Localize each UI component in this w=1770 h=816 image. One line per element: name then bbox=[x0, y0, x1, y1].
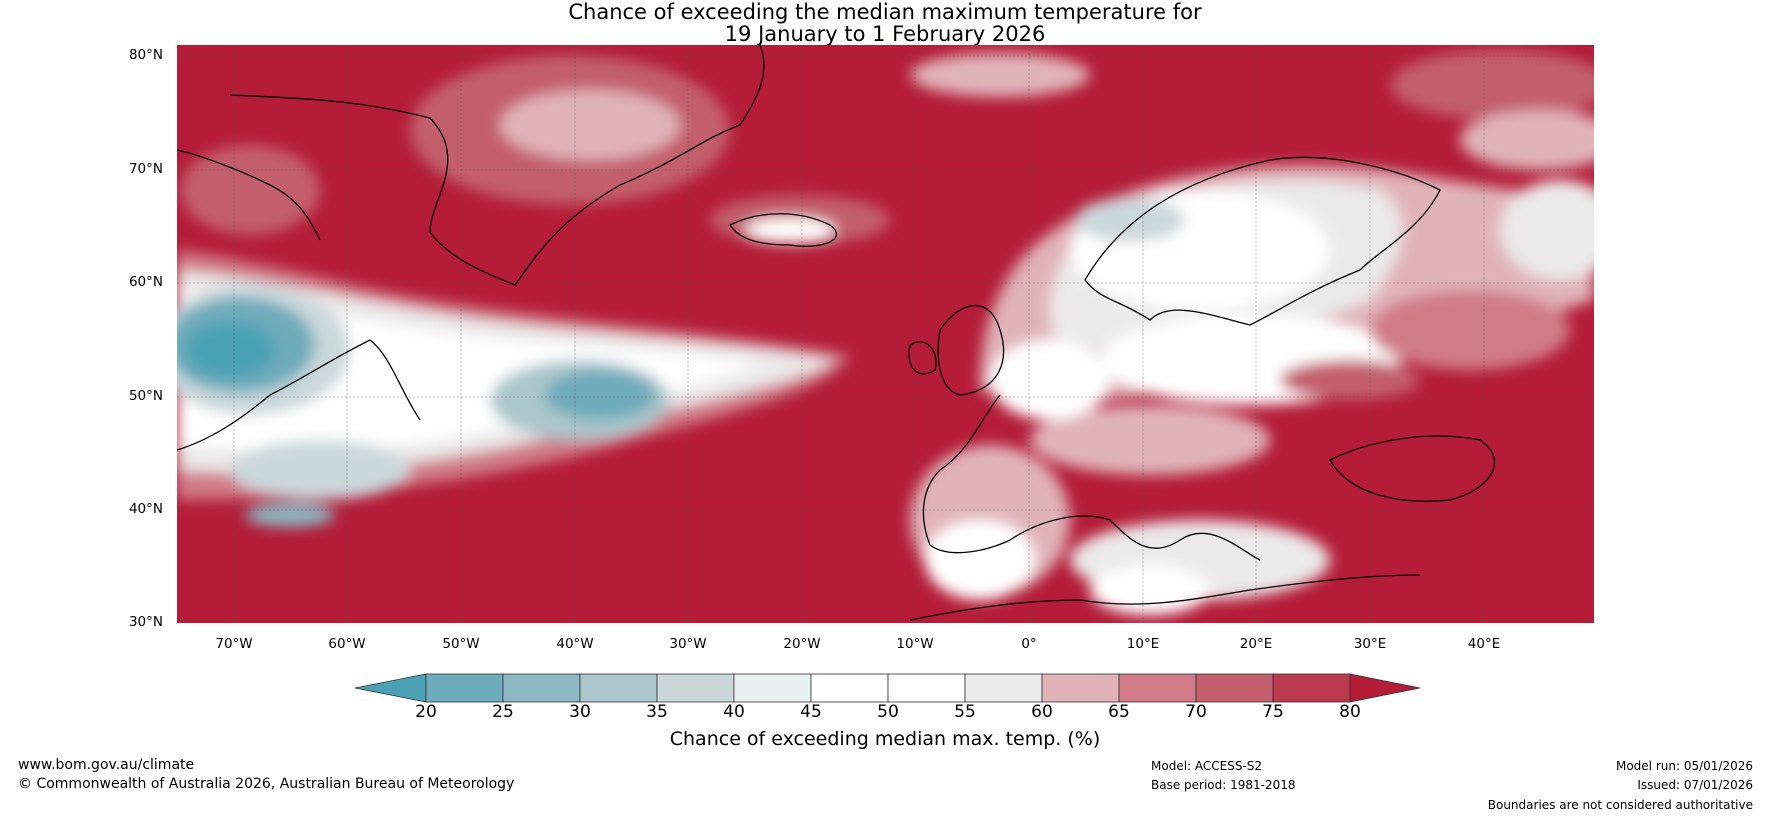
great-britain-coast bbox=[937, 305, 1005, 396]
colorbar-tick-50: 50 bbox=[877, 702, 899, 722]
lon-label-0: 0° bbox=[1021, 636, 1037, 652]
colorbar-bin-70 bbox=[1195, 673, 1274, 703]
lon-label-20w: 20°W bbox=[783, 636, 821, 652]
colorbar-bin-65 bbox=[1118, 673, 1197, 703]
colorbar-bin-60 bbox=[1041, 673, 1120, 703]
lat-label-70n: 70°N bbox=[128, 161, 163, 177]
probability-field bbox=[177, 45, 1594, 623]
colorbar-tick-60: 60 bbox=[1031, 702, 1053, 722]
colorbar-tick-65: 65 bbox=[1108, 702, 1130, 722]
colorbar-tick-55: 55 bbox=[954, 702, 976, 722]
lon-label-50w: 50°W bbox=[442, 636, 480, 652]
lon-label-60w: 60°W bbox=[328, 636, 366, 652]
colorbar-bin-75 bbox=[1272, 673, 1351, 703]
ireland-coast bbox=[908, 341, 937, 375]
greenland-coast bbox=[229, 45, 765, 286]
lon-label-10w: 10°W bbox=[896, 636, 934, 652]
footer-issued: Issued: 07/01/2026 bbox=[1637, 778, 1753, 792]
lon-label-40w: 40°W bbox=[556, 636, 594, 652]
footer-base-period: Base period: 1981-2018 bbox=[1151, 778, 1296, 792]
lat-label-40n: 40°N bbox=[128, 501, 163, 517]
colorbar-tick-40: 40 bbox=[723, 702, 745, 722]
coastlines bbox=[177, 45, 1495, 621]
colorbar-bin-20 bbox=[425, 673, 504, 703]
lon-label-40e: 40°E bbox=[1467, 636, 1501, 652]
lon-label-30e: 30°E bbox=[1353, 636, 1387, 652]
lat-label-30n: 30°N bbox=[128, 614, 163, 630]
colorbar-extend-high bbox=[1349, 673, 1421, 703]
colorbar-label: Chance of exceeding median max. temp. (%… bbox=[669, 728, 1101, 750]
colorbar-bin-45 bbox=[810, 673, 889, 703]
lat-label-80n: 80°N bbox=[128, 47, 163, 63]
colorbar-tick-25: 25 bbox=[492, 702, 514, 722]
colorbar-bin-25 bbox=[502, 673, 581, 703]
southern-europe-coast bbox=[922, 394, 1261, 561]
baffin-coast bbox=[177, 149, 321, 241]
colorbar-bin-40 bbox=[733, 673, 812, 703]
colorbar bbox=[354, 673, 1421, 703]
lon-label-10e: 10°E bbox=[1126, 636, 1160, 652]
north-africa-coast bbox=[909, 574, 1421, 621]
colorbar-tick-70: 70 bbox=[1185, 702, 1207, 722]
colorbar-bin-35 bbox=[656, 673, 735, 703]
footer-copyright: © Commonwealth of Australia 2026, Austra… bbox=[18, 776, 515, 792]
colorbar-tick-35: 35 bbox=[646, 702, 668, 722]
colorbar-extend-low bbox=[354, 673, 427, 703]
north-america-coast bbox=[177, 339, 421, 451]
scandinavia-coast bbox=[1084, 156, 1441, 326]
footer-model-run: Model run: 05/01/2026 bbox=[1615, 759, 1753, 773]
lon-label-20e: 20°E bbox=[1239, 636, 1273, 652]
lat-label-60n: 60°N bbox=[128, 274, 163, 290]
colorbar-bin-50 bbox=[887, 673, 966, 703]
colorbar-tick-20: 20 bbox=[415, 702, 437, 722]
colorbar-tick-45: 45 bbox=[800, 702, 822, 722]
colorbar-tick-80: 80 bbox=[1339, 702, 1361, 722]
lon-label-30w: 30°W bbox=[669, 636, 707, 652]
black-sea-coast bbox=[1329, 435, 1495, 502]
footer-disclaimer: Boundaries are not considered authoritat… bbox=[1487, 798, 1753, 812]
lat-label-50n: 50°N bbox=[128, 388, 163, 404]
colorbar-tick-75: 75 bbox=[1262, 702, 1284, 722]
map-title-line1: Chance of exceeding the median maximum t… bbox=[568, 0, 1202, 24]
colorbar-bin-55 bbox=[964, 673, 1043, 703]
lon-label-70w: 70°W bbox=[215, 636, 253, 652]
colorbar-bin-30 bbox=[579, 673, 658, 703]
map-title-line2: 19 January to 1 February 2026 bbox=[724, 22, 1046, 46]
footer-model: Model: ACCESS-S2 bbox=[1151, 759, 1263, 773]
footer-website: www.bom.gov.au/climate bbox=[18, 757, 195, 773]
iceland-coast bbox=[729, 213, 838, 247]
colorbar-tick-30: 30 bbox=[569, 702, 591, 722]
graticule bbox=[177, 45, 1594, 623]
